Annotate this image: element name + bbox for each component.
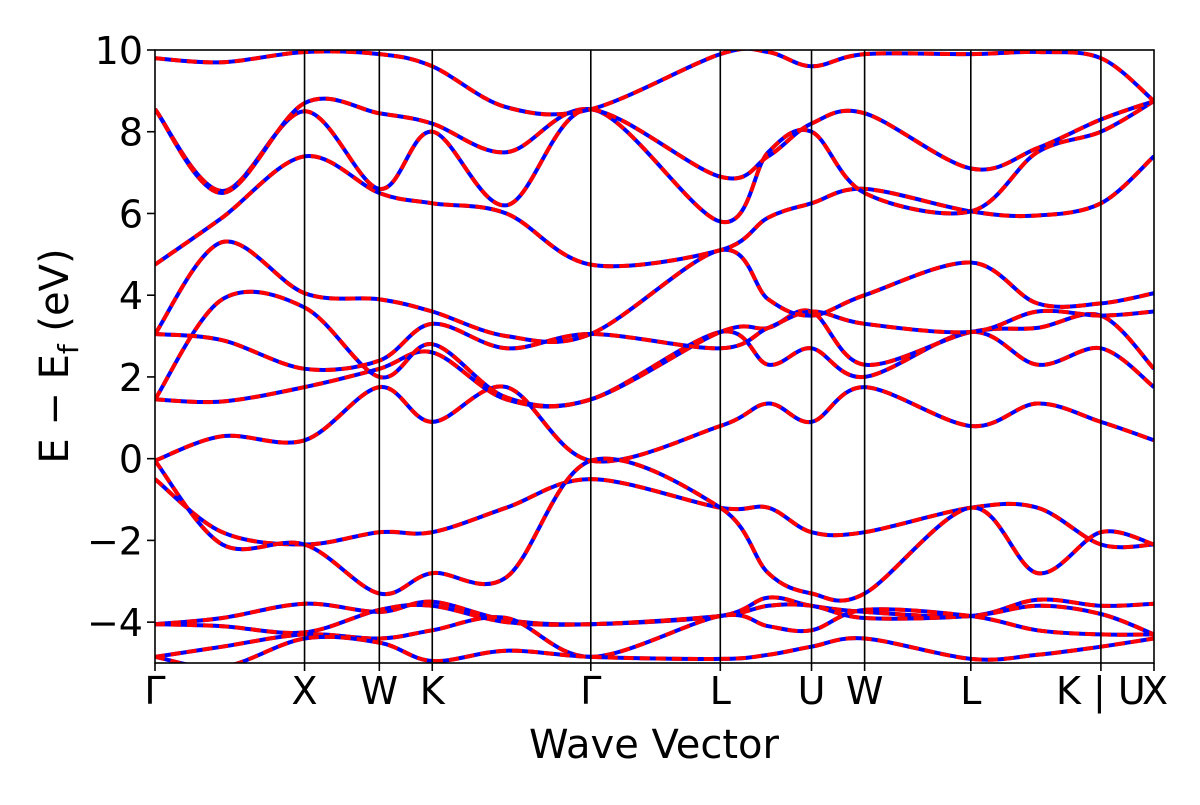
x-axis-label: Wave Vector: [529, 722, 780, 768]
band-3-solid: [155, 456, 1154, 603]
x-tick-label: Γ: [580, 669, 601, 713]
x-tick-label: L: [710, 669, 731, 713]
x-tick-label: K: [420, 669, 446, 713]
band-13-solid: [155, 607, 1154, 659]
plot-frame: [154, 49, 1155, 664]
band-15-dashed: [155, 50, 1154, 117]
x-tick-label: Γ: [144, 669, 165, 713]
high-symmetry-lines: [303, 50, 1102, 663]
y-tick-label: 8: [119, 111, 143, 155]
y-tick-label: 0: [119, 438, 143, 482]
y-ticks: 10 8 6 4 2 0 −2 −4: [87, 29, 155, 645]
y-axis-label-unit: (eV): [32, 248, 78, 344]
band-12-solid: [155, 602, 1154, 637]
y-tick-label: 2: [119, 356, 143, 400]
y-tick-label: 6: [119, 192, 143, 236]
y-tick-label: −2: [87, 519, 143, 563]
y-axis-label-main: E − E: [32, 354, 78, 464]
band-8-solid: [155, 154, 1154, 269]
y-tick-label: −4: [87, 601, 143, 645]
x-tick-label: W: [846, 669, 884, 713]
x-tick-label: X: [1142, 669, 1168, 713]
band-5-solid: [155, 289, 1154, 409]
x-tick-label: K | U: [1056, 669, 1146, 714]
y-tick-label: 10: [95, 29, 143, 73]
band-14-solid: [155, 634, 1154, 663]
y-axis-label: E − Ef (eV): [32, 248, 85, 463]
y-axis-label-subscript: f: [52, 343, 85, 354]
x-tick-label: L: [960, 669, 981, 713]
band-1-solid: [155, 477, 1154, 550]
band-6-solid: [155, 308, 1154, 373]
y-tick-label: 4: [119, 274, 143, 318]
band-2-solid: [155, 384, 1154, 464]
x-tick-label: W: [361, 669, 399, 713]
band-lines: [155, 50, 1154, 663]
x-tick-label: X: [292, 669, 318, 713]
band-9-solid: [155, 99, 1154, 224]
x-tick-label: U: [798, 669, 826, 713]
